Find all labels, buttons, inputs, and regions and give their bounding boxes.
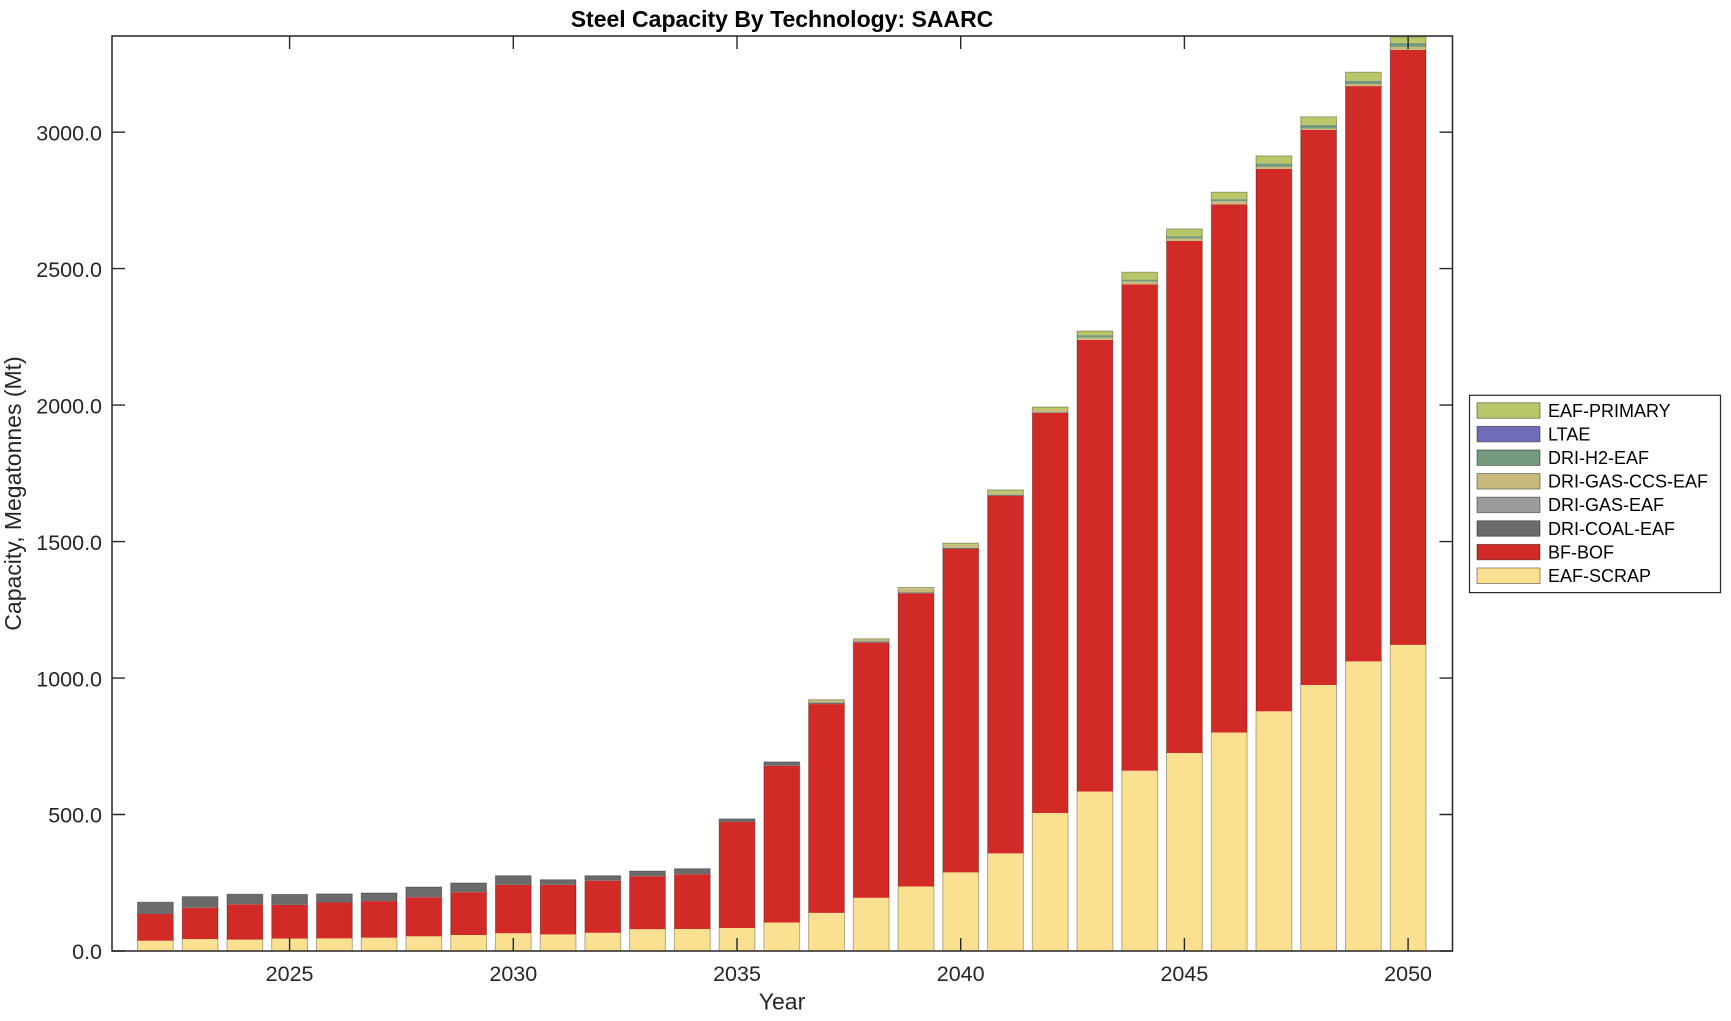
svg-text:2045: 2045 <box>1160 962 1208 986</box>
svg-text:DRI-H2-EAF: DRI-H2-EAF <box>1548 448 1649 468</box>
svg-text:Capacity, Megatonnes (Mt): Capacity, Megatonnes (Mt) <box>0 356 26 630</box>
svg-text:2035: 2035 <box>713 962 761 986</box>
svg-text:2050: 2050 <box>1384 962 1432 986</box>
svg-text:1000.0: 1000.0 <box>36 667 102 691</box>
svg-text:0.0: 0.0 <box>72 940 102 964</box>
svg-text:EAF-SCRAP: EAF-SCRAP <box>1548 566 1651 586</box>
svg-text:DRI-GAS-EAF: DRI-GAS-EAF <box>1548 495 1664 515</box>
svg-text:2000.0: 2000.0 <box>36 394 102 418</box>
svg-text:Year: Year <box>759 989 806 1015</box>
svg-text:LTAE: LTAE <box>1548 424 1590 444</box>
svg-text:EAF-PRIMARY: EAF-PRIMARY <box>1548 401 1671 421</box>
svg-text:2025: 2025 <box>266 962 314 986</box>
svg-text:DRI-COAL-EAF: DRI-COAL-EAF <box>1548 519 1675 539</box>
svg-text:500.0: 500.0 <box>48 804 102 828</box>
svg-text:BF-BOF: BF-BOF <box>1548 542 1614 562</box>
svg-text:3000.0: 3000.0 <box>36 121 102 145</box>
svg-text:2500.0: 2500.0 <box>36 258 102 282</box>
svg-text:2040: 2040 <box>937 962 985 986</box>
svg-text:1500.0: 1500.0 <box>36 531 102 555</box>
svg-text:2030: 2030 <box>489 962 537 986</box>
svg-text:Steel Capacity By Technology:: Steel Capacity By Technology: SAARC <box>571 6 994 32</box>
svg-text:DRI-GAS-CCS-EAF: DRI-GAS-CCS-EAF <box>1548 472 1708 492</box>
